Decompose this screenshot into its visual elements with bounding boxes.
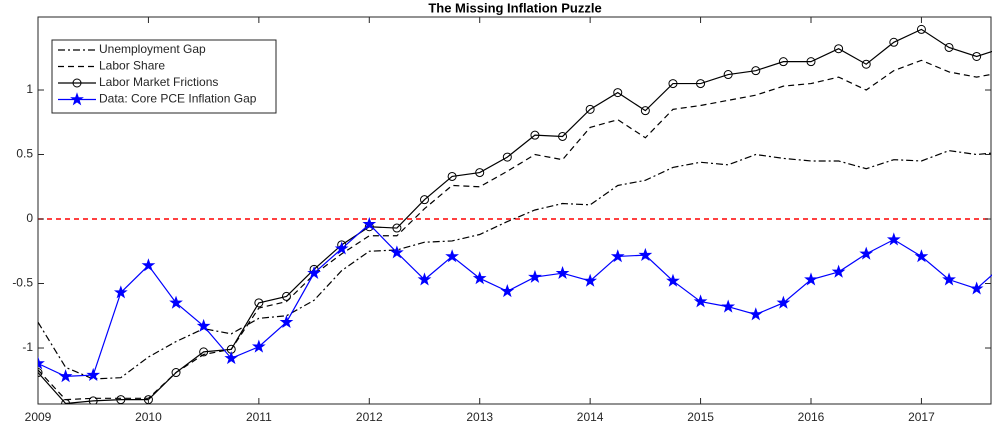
legend: Unemployment Gap Labor Share Labor Market … (51, 39, 277, 114)
star-marker (914, 249, 929, 263)
circle-marker (281, 291, 291, 301)
star-marker (638, 247, 653, 261)
x-tick-label: 2017 (908, 410, 935, 424)
plot-content (38, 24, 992, 404)
circle-marker (723, 70, 733, 80)
legend-label: Data: Core PCE Inflation Gap (99, 92, 257, 106)
circle-marker (420, 195, 430, 205)
circle-marker (530, 130, 540, 140)
circle-marker (38, 368, 43, 378)
star-marker (251, 339, 266, 353)
circle-marker (72, 78, 82, 88)
y-tick-label: -1 (22, 340, 33, 354)
circle-marker (916, 24, 926, 34)
circle-marker (778, 57, 788, 67)
series-line (38, 223, 992, 378)
x-tick-label: 2012 (356, 410, 383, 424)
circle-marker (696, 79, 706, 89)
circle-marker (116, 395, 126, 404)
star-marker (113, 285, 128, 299)
star-marker (528, 269, 542, 283)
star-marker (776, 295, 791, 309)
star-marker (362, 216, 377, 231)
circle-marker (806, 57, 816, 67)
star-marker (472, 271, 487, 285)
circle-marker (558, 131, 568, 141)
circle-marker (88, 396, 98, 404)
legend-label: Labor Market Frictions (99, 75, 218, 89)
legend-label: Unemployment Gap (99, 42, 206, 56)
star-marker (196, 318, 211, 332)
star-marker (224, 351, 239, 365)
circle-marker (640, 106, 650, 116)
x-tick-label: 2010 (135, 410, 162, 424)
circle-marker (668, 79, 678, 89)
circle-marker (254, 298, 264, 308)
circle-marker (447, 171, 457, 181)
circle-marker (392, 223, 402, 233)
star-marker (693, 294, 708, 308)
star-marker (279, 314, 294, 329)
star-marker (445, 249, 459, 263)
star-marker (831, 264, 846, 278)
star-marker (610, 249, 625, 263)
series-line (38, 59, 992, 401)
star-marker (390, 245, 404, 259)
star-marker (748, 307, 763, 321)
star-marker (859, 246, 874, 260)
chart-title: The Missing Inflation Puzzle (428, 0, 601, 15)
circle-marker (585, 104, 595, 114)
circle-marker (61, 398, 71, 404)
star-marker (169, 295, 183, 309)
x-tick-label: 2009 (25, 410, 52, 424)
star-marker (141, 258, 156, 272)
x-tick-label: 2011 (246, 410, 272, 424)
y-tick-label: 0.5 (16, 147, 33, 161)
star-marker (38, 356, 45, 370)
y-tick-label: 1 (26, 82, 33, 96)
circle-marker (751, 66, 761, 76)
circle-marker (171, 368, 181, 378)
star-marker (417, 272, 432, 286)
circle-marker (502, 152, 512, 162)
star-marker (58, 369, 73, 383)
circle-marker (972, 51, 982, 61)
x-tick-label: 2015 (687, 410, 714, 424)
star-marker (307, 265, 321, 280)
circle-marker (889, 37, 899, 47)
y-tick-label: -0.5 (12, 276, 33, 290)
circle-marker (613, 88, 623, 98)
star-marker (886, 232, 901, 246)
star-marker (86, 367, 101, 381)
star-marker (500, 284, 515, 298)
circle-marker (199, 347, 209, 357)
star-marker (555, 265, 570, 280)
x-tick-label: 2016 (798, 410, 825, 424)
star-marker (666, 273, 680, 287)
series-line (38, 28, 992, 404)
star-marker (942, 272, 956, 286)
circle-marker (944, 42, 954, 52)
circle-marker (861, 59, 871, 69)
star-marker (334, 241, 349, 255)
circle-marker (475, 168, 485, 178)
y-tick-label: 0 (26, 211, 33, 225)
legend-label: Labor Share (99, 59, 165, 73)
star-marker (70, 92, 84, 106)
circle-marker (834, 44, 844, 54)
star-marker (583, 273, 598, 287)
star-marker (804, 272, 818, 286)
x-tick-label: 2014 (577, 410, 604, 424)
x-tick-label: 2013 (466, 410, 493, 424)
legend-box (51, 39, 277, 114)
series-line (38, 150, 992, 380)
star-marker (721, 299, 736, 313)
star-marker (969, 281, 984, 295)
